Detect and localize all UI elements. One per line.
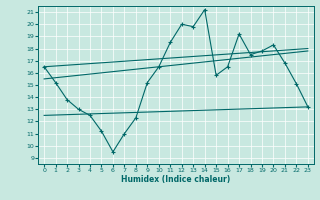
- X-axis label: Humidex (Indice chaleur): Humidex (Indice chaleur): [121, 175, 231, 184]
